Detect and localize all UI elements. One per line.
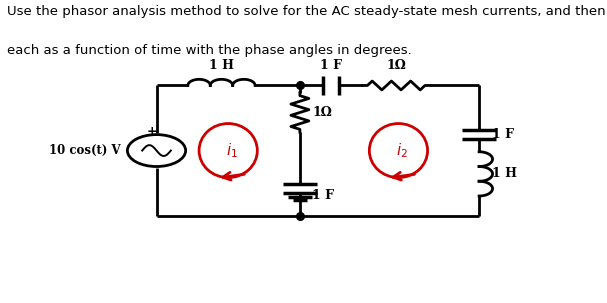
Text: +: + [147,125,157,138]
Text: 10 cos(t) V: 10 cos(t) V [49,144,121,157]
Text: each as a function of time with the phase angles in degrees.: each as a function of time with the phas… [7,44,412,57]
Text: $i_1$: $i_1$ [226,141,238,160]
Text: 1 F: 1 F [313,189,334,202]
Text: 1 F: 1 F [492,128,514,141]
Text: $i_2$: $i_2$ [396,141,408,160]
Text: 1Ω: 1Ω [313,106,332,119]
Text: 1Ω: 1Ω [386,59,406,72]
Text: Use the phasor analysis method to solve for the AC steady-state mesh currents, a: Use the phasor analysis method to solve … [7,5,607,18]
Text: 1 H: 1 H [209,59,234,72]
Text: 1 H: 1 H [492,167,517,180]
Text: 1 F: 1 F [320,59,342,72]
